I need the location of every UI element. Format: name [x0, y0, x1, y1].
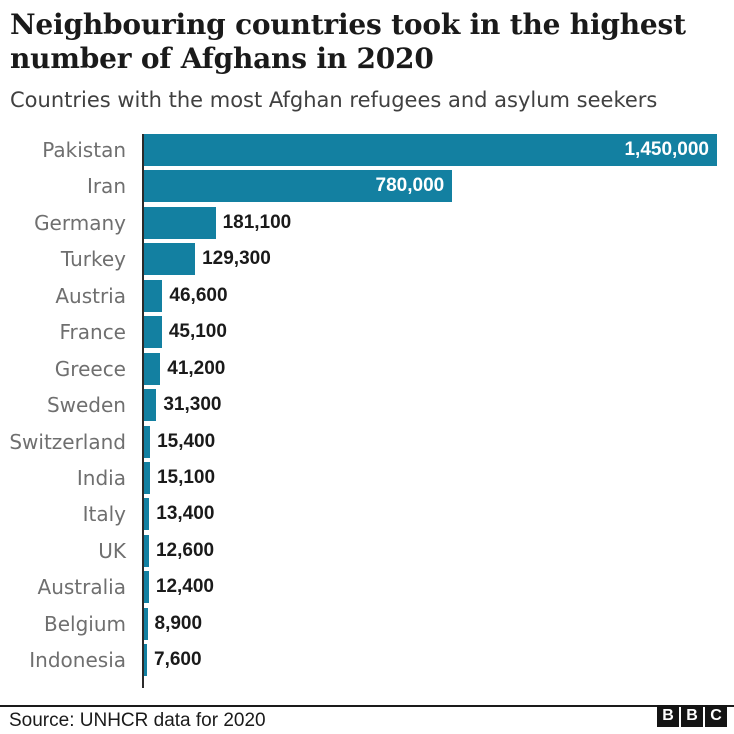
chart-row: Iran 780,000 — [0, 170, 734, 206]
bar-track: 780,000 — [144, 170, 734, 203]
value-label: 780,000 — [375, 175, 445, 197]
category-label: UK — [98, 538, 126, 563]
bar — [144, 316, 162, 349]
bbc-logo-letter: B — [681, 705, 703, 727]
value-label: 46,600 — [169, 284, 228, 306]
bar — [144, 206, 216, 239]
bar — [144, 571, 149, 604]
bar — [144, 352, 161, 385]
category-label: Italy — [82, 502, 126, 527]
chart-row: Pakistan 1,450,000 — [0, 134, 734, 170]
chart-row: Italy 13,400 — [0, 498, 734, 534]
chart-row: Sweden 31,300 — [0, 389, 734, 425]
category-label: Germany — [34, 210, 126, 235]
chart-title-line1: Neighbouring countries took in the highe… — [10, 8, 686, 41]
value-label: 15,400 — [157, 430, 216, 452]
y-axis-line — [142, 134, 144, 688]
bar-track: 13,400 — [144, 498, 734, 531]
footer-divider — [0, 705, 734, 707]
chart-row: UK 12,600 — [0, 534, 734, 571]
chart-row: Australia 12,400 — [0, 571, 734, 607]
chart-title-line2: number of Afghans in 2020 — [10, 42, 434, 75]
category-label: France — [59, 320, 126, 345]
bar-track: 31,300 — [144, 389, 734, 422]
chart-row: Belgium 8,900 — [0, 607, 734, 644]
chart-subtitle: Countries with the most Afghan refugees … — [10, 88, 658, 112]
value-label: 13,400 — [156, 503, 215, 525]
bar-track: 129,300 — [144, 243, 734, 276]
value-label: 12,400 — [155, 576, 215, 598]
category-label: Sweden — [46, 393, 126, 418]
bar-track: 181,100 — [144, 206, 734, 239]
category-label: Indonesia — [29, 648, 126, 673]
value-label: 45,100 — [168, 321, 227, 343]
bar-chart: Pakistan 1,450,000 Iran 780,000 Germany … — [0, 134, 734, 681]
bar-track: 1,450,000 — [144, 134, 734, 166]
bar-track: 46,600 — [144, 279, 734, 312]
chart-row: Greece 41,200 — [0, 352, 734, 389]
value-label: 129,300 — [202, 248, 271, 270]
value-label: 1,450,000 — [624, 139, 709, 160]
bar — [144, 498, 150, 531]
bar-track: 12,400 — [144, 571, 734, 604]
category-label: Austria — [55, 283, 126, 308]
value-label: 181,100 — [222, 211, 292, 233]
value-label: 8,900 — [154, 612, 203, 634]
category-label: Iran — [86, 174, 126, 199]
chart-row: India 15,100 — [0, 461, 734, 498]
category-label: Pakistan — [42, 138, 126, 162]
chart-header: Neighbouring countries took in the highe… — [10, 8, 726, 112]
chart-row: Turkey 129,300 — [0, 243, 734, 279]
value-label: 7,600 — [154, 649, 202, 671]
bar — [144, 279, 163, 312]
bar: 780,000 — [144, 170, 453, 203]
bar: 1,450,000 — [144, 134, 717, 166]
bar — [144, 425, 151, 458]
source-note: Source: UNHCR data for 2020 — [9, 710, 266, 731]
bar — [144, 644, 147, 677]
bar — [144, 461, 150, 494]
chart-row: Indonesia 7,600 — [0, 644, 734, 680]
category-label: Belgium — [44, 611, 126, 636]
chart-row: Switzerland 15,400 — [0, 425, 734, 462]
category-label: Australia — [37, 575, 126, 600]
value-label: 41,200 — [167, 357, 226, 379]
bar — [144, 243, 196, 276]
bar — [144, 607, 148, 640]
bar-track: 15,100 — [144, 461, 734, 494]
bar — [144, 534, 149, 567]
value-label: 15,100 — [156, 466, 216, 488]
chart-title: Neighbouring countries took in the highe… — [10, 8, 726, 76]
category-label: Greece — [54, 356, 126, 381]
category-label: Turkey — [60, 247, 126, 272]
bbc-logo: B B C — [657, 705, 727, 727]
chart-row: Germany 181,100 — [0, 206, 734, 243]
bar — [144, 389, 157, 422]
bar-track: 7,600 — [144, 644, 734, 677]
chart-row: France 45,100 — [0, 316, 734, 352]
value-label: 12,600 — [155, 539, 215, 561]
bar-track: 12,600 — [144, 534, 734, 567]
value-label: 31,300 — [163, 394, 222, 416]
category-label: Switzerland — [9, 429, 126, 454]
category-label: India — [76, 465, 126, 490]
bar-track: 8,900 — [144, 607, 734, 640]
bbc-logo-letter: C — [705, 705, 727, 727]
bar-track: 41,200 — [144, 352, 734, 385]
chart-row: Austria 46,600 — [0, 279, 734, 316]
bar-track: 45,100 — [144, 316, 734, 349]
bar-track: 15,400 — [144, 425, 734, 458]
bbc-logo-letter: B — [657, 705, 679, 727]
